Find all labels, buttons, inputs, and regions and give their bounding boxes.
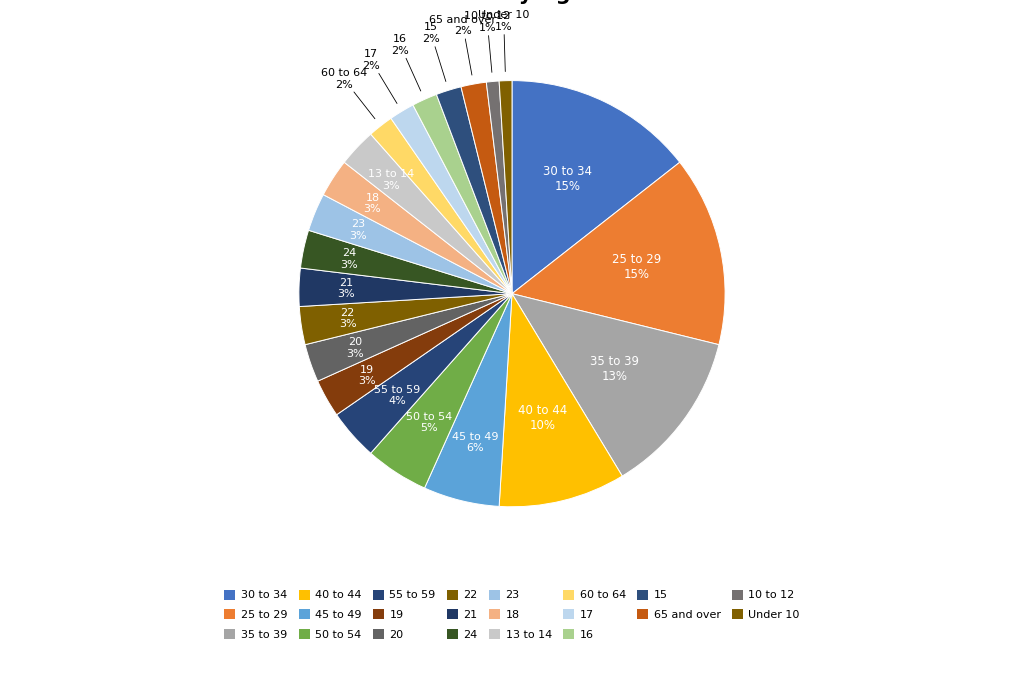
Wedge shape [299,294,512,345]
Text: Under 10
1%: Under 10 1% [478,10,529,72]
Wedge shape [299,268,512,307]
Wedge shape [425,294,512,506]
Wedge shape [436,87,512,294]
Text: 35 to 39
13%: 35 to 39 13% [591,355,639,383]
Wedge shape [344,134,512,294]
Wedge shape [512,81,680,294]
Wedge shape [486,81,512,294]
Text: 17
2%: 17 2% [362,49,397,104]
Text: 55 to 59
4%: 55 to 59 4% [374,385,420,406]
Text: 16
2%: 16 2% [391,34,421,91]
Text: 24
3%: 24 3% [341,248,358,270]
Text: 19
3%: 19 3% [358,365,376,386]
Text: 50 to 54
5%: 50 to 54 5% [406,412,452,433]
Text: 20
3%: 20 3% [346,337,364,359]
Text: 21
3%: 21 3% [337,278,354,299]
Text: 65 and over
2%: 65 and over 2% [429,14,497,75]
Wedge shape [300,230,512,294]
Wedge shape [461,82,512,294]
Text: 40 to 44
10%: 40 to 44 10% [518,404,567,432]
Wedge shape [413,94,512,294]
Text: 18
3%: 18 3% [364,193,381,214]
Wedge shape [337,294,512,454]
Text: 30 to 34
15%: 30 to 34 15% [544,165,593,193]
Title: Male Arrests by Age in Iowa: Male Arrests by Age in Iowa [347,0,677,4]
Wedge shape [391,105,512,294]
Wedge shape [512,163,725,345]
Wedge shape [305,294,512,381]
Wedge shape [308,195,512,294]
Wedge shape [371,118,512,294]
Wedge shape [499,294,623,507]
Text: 22
3%: 22 3% [339,308,356,329]
Text: 13 to 14
3%: 13 to 14 3% [368,169,414,191]
Wedge shape [512,294,719,476]
Text: 25 to 29
15%: 25 to 29 15% [612,253,662,281]
Wedge shape [324,163,512,294]
Legend: 30 to 34, 25 to 29, 35 to 39, 40 to 44, 45 to 49, 50 to 54, 55 to 59, 19, 20, 22: 30 to 34, 25 to 29, 35 to 39, 40 to 44, … [219,584,805,645]
Wedge shape [317,294,512,415]
Wedge shape [499,81,512,294]
Wedge shape [371,294,512,488]
Text: 10 to 12
1%: 10 to 12 1% [464,11,510,72]
Text: 23
3%: 23 3% [349,219,368,241]
Text: 45 to 49
6%: 45 to 49 6% [452,432,499,454]
Text: 60 to 64
2%: 60 to 64 2% [321,68,375,119]
Text: 15
2%: 15 2% [422,23,445,81]
